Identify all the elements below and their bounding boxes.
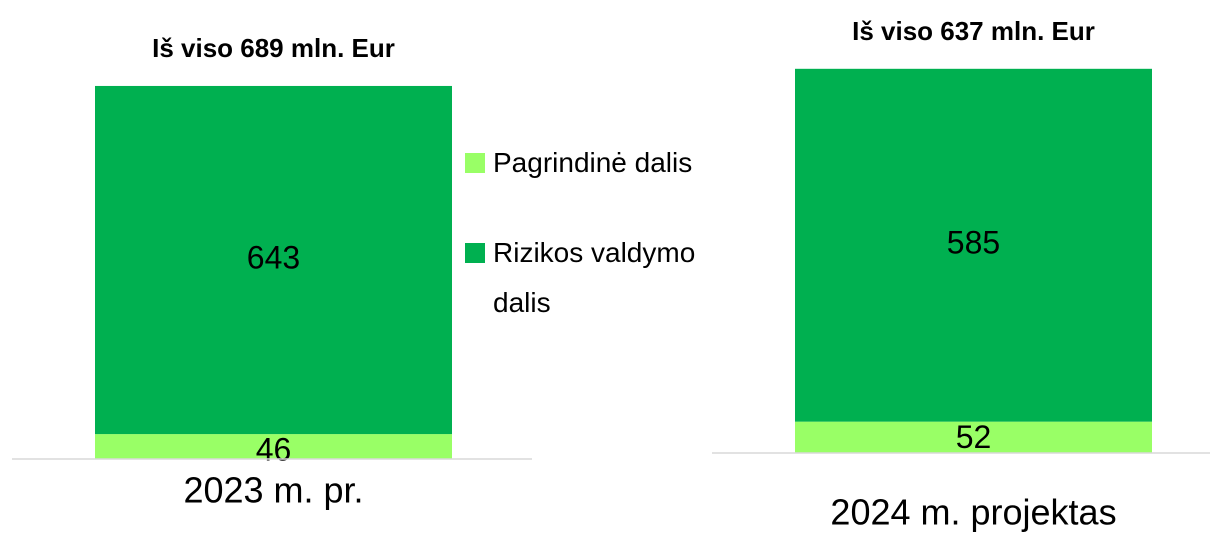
chart-title: Iš viso 689 mln. Eur xyxy=(152,33,395,63)
bar-segment xyxy=(795,421,1152,453)
legend-item: Rizikos valdymo dalis xyxy=(465,228,725,328)
value-label: 46 xyxy=(256,432,292,468)
value-label: 585 xyxy=(947,225,1000,261)
legend: Pagrindinė dalis Rizikos valdymo dalis xyxy=(465,138,725,368)
x-tick-label: 2023 m. pr. xyxy=(183,470,363,511)
bar-segment xyxy=(795,68,1152,422)
value-label: 52 xyxy=(956,419,992,455)
bar-segment xyxy=(95,85,452,435)
bar-segment xyxy=(95,434,452,459)
x-tick-label: 2024 m. projektas xyxy=(830,492,1116,533)
value-label: 643 xyxy=(247,239,300,275)
legend-item: Pagrindinė dalis xyxy=(465,138,725,188)
chart-title: Iš viso 637 mln. Eur xyxy=(852,16,1095,46)
legend-swatch xyxy=(465,153,485,173)
legend-swatch xyxy=(465,243,485,263)
legend-label: Rizikos valdymo dalis xyxy=(493,237,696,318)
legend-label: Pagrindinė dalis xyxy=(493,147,693,178)
